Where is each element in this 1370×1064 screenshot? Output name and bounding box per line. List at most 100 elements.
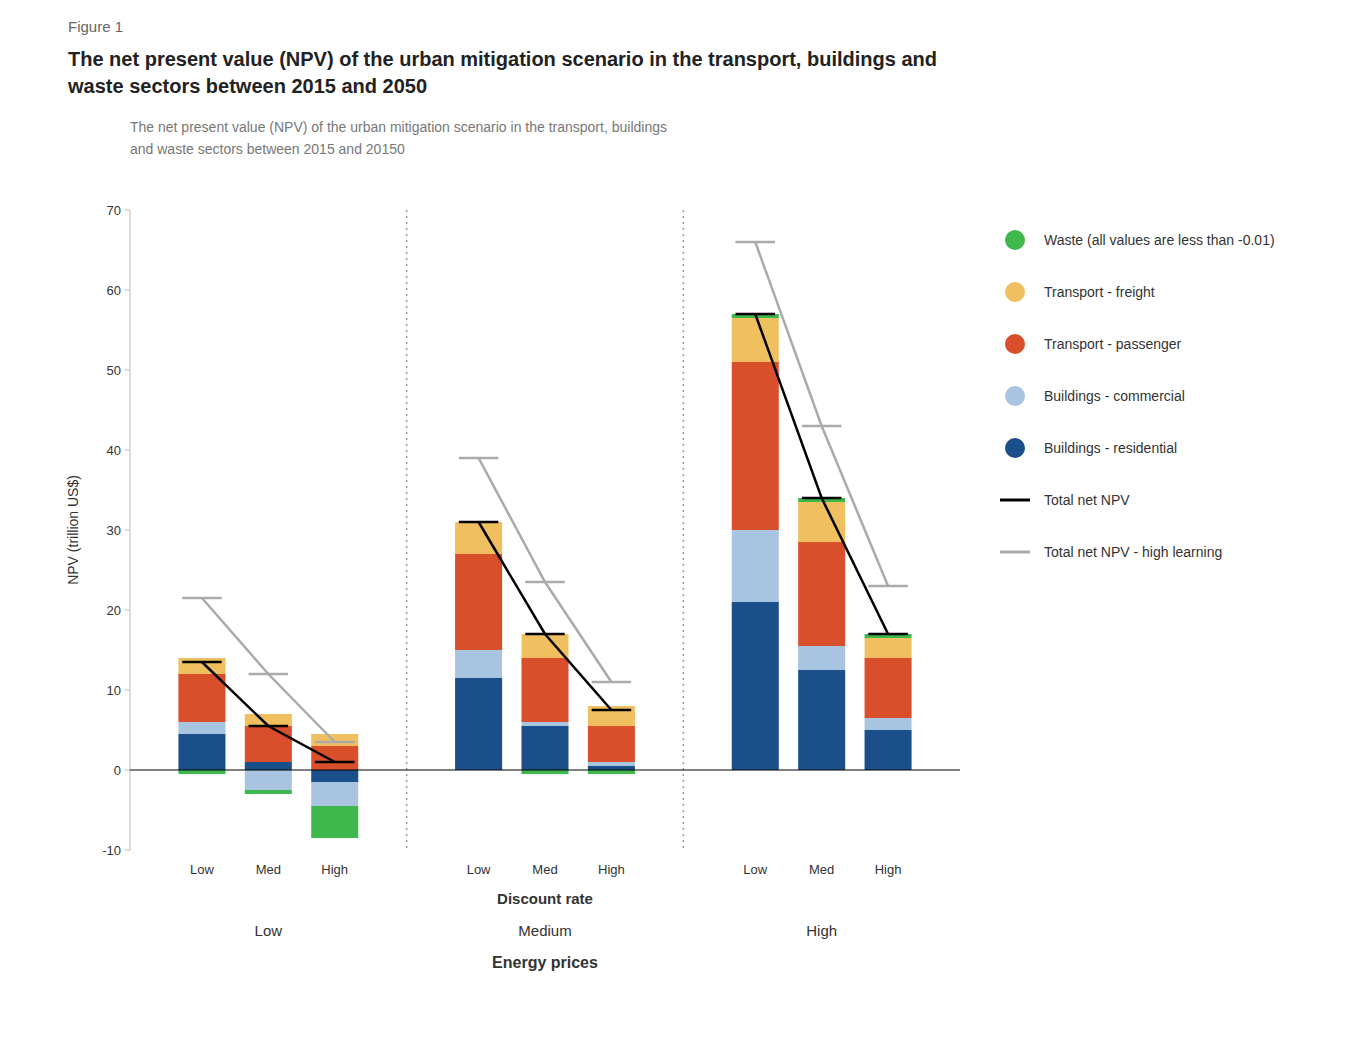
bar-segment <box>798 646 845 670</box>
bar-segment <box>178 674 225 722</box>
y-tick-label: 50 <box>107 363 121 378</box>
y-tick-label: 40 <box>107 443 121 458</box>
bar-segment <box>178 658 225 674</box>
npv-line <box>479 522 612 710</box>
npv-cap <box>182 597 222 600</box>
bar-segment <box>455 522 502 523</box>
subtitle-line: The net present value (NPV) of the urban… <box>130 119 667 135</box>
npv-cap <box>315 761 355 764</box>
npv-line <box>202 662 335 762</box>
bar-segment <box>865 638 912 658</box>
npv-cap <box>868 633 908 636</box>
npv-line <box>755 314 888 634</box>
legend-label: Buildings - commercial <box>1044 388 1185 404</box>
npv-cap <box>736 241 776 244</box>
y-tick <box>125 690 130 691</box>
npv-cap <box>525 633 565 636</box>
npv-cap <box>736 313 776 316</box>
bar-segment <box>311 746 358 770</box>
bar-segment <box>245 770 292 790</box>
y-tick <box>125 290 130 291</box>
x-tick-label: Low <box>190 862 214 877</box>
bar-segment <box>455 650 502 678</box>
bar-segment <box>588 726 635 762</box>
legend-swatch <box>1005 230 1025 250</box>
x-tick-label: High <box>875 862 902 877</box>
zero-line <box>130 770 960 771</box>
y-tick-label: 70 <box>107 203 121 218</box>
bar-segment <box>865 658 912 718</box>
x-tick-label: High <box>321 862 348 877</box>
chart: Figure 1 The net present value (NPV) of t… <box>0 0 1370 1064</box>
legend-swatch <box>1005 334 1025 354</box>
y-tick-label: 0 <box>114 763 121 778</box>
bar-segment <box>245 714 292 726</box>
title-line: The net present value (NPV) of the urban… <box>68 48 937 70</box>
group-label: Medium <box>518 922 571 939</box>
legend: Waste (all values are less than -0.01)Tr… <box>1000 230 1275 560</box>
bar-segment <box>311 770 358 782</box>
bar-segment <box>455 554 502 650</box>
npv-cap <box>802 425 842 428</box>
y-tick <box>125 210 130 211</box>
bar-segment <box>588 770 635 774</box>
legend-label: Transport - passenger <box>1044 336 1182 352</box>
legend-swatch <box>1000 551 1030 554</box>
y-tick-label: 10 <box>107 683 121 698</box>
bar-segment <box>865 634 912 638</box>
npv-cap <box>315 741 355 744</box>
npv-line <box>755 242 888 586</box>
line-area <box>182 242 908 762</box>
bar-segment <box>311 734 358 746</box>
npv-cap <box>459 457 499 460</box>
plot-area <box>178 314 911 838</box>
bar-segment <box>521 726 568 770</box>
bar-segment <box>521 658 568 722</box>
bar-segment <box>865 718 912 730</box>
y-tick-label: 20 <box>107 603 121 618</box>
y-tick <box>125 450 130 451</box>
npv-cap <box>802 497 842 500</box>
subtitle: The net present value (NPV) of the urban… <box>130 119 667 157</box>
bar-segment <box>732 530 779 602</box>
group-title: Energy prices <box>492 954 598 971</box>
bar-segment <box>245 790 292 794</box>
legend-swatch <box>1005 386 1025 406</box>
group-label: Low <box>255 922 283 939</box>
bar-segment <box>521 722 568 726</box>
bar-segment <box>311 782 358 806</box>
group-separator <box>683 210 685 850</box>
x-tick-label: High <box>598 862 625 877</box>
x-tick-label: Med <box>532 862 557 877</box>
y-tick <box>125 610 130 611</box>
legend-swatch <box>1000 499 1030 502</box>
x-axis-label: Discount rate <box>497 890 593 907</box>
bar-segment <box>732 602 779 770</box>
group-separator <box>406 210 408 850</box>
bar-segment <box>732 362 779 530</box>
npv-cap <box>249 725 289 728</box>
bar-segment <box>245 762 292 770</box>
group-label: High <box>806 922 837 939</box>
bar-segment <box>588 706 635 726</box>
npv-cap <box>868 585 908 588</box>
bar-segment <box>178 722 225 734</box>
bar-segment <box>798 670 845 770</box>
bar-segment <box>588 762 635 766</box>
y-tick-label: -10 <box>102 843 121 858</box>
figure-label: Figure 1 <box>68 18 123 35</box>
x-tick-label: Med <box>809 862 834 877</box>
npv-cap <box>525 581 565 584</box>
x-tick-label: Low <box>743 862 767 877</box>
bar-segment <box>521 770 568 774</box>
npv-cap <box>182 661 222 664</box>
legend-label: Transport - freight <box>1044 284 1155 300</box>
y-tick <box>125 370 130 371</box>
npv-line <box>479 458 612 682</box>
bar-segment <box>455 678 502 770</box>
legend-swatch <box>1005 282 1025 302</box>
bar-segment <box>798 502 845 542</box>
npv-line <box>202 598 335 742</box>
bar-segment <box>178 770 225 774</box>
x-tick-label: Med <box>256 862 281 877</box>
